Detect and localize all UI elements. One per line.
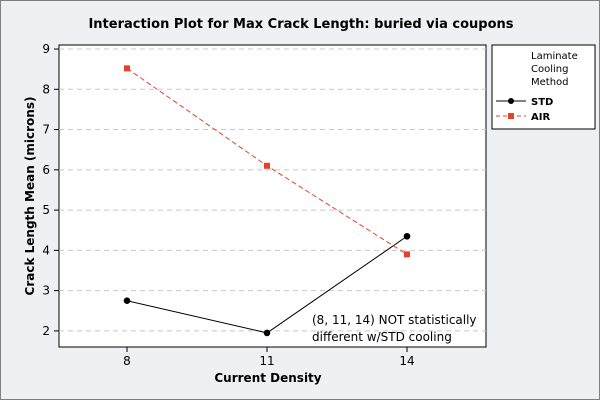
y-tick-label: 6 (42, 163, 50, 177)
y-tick-label: 4 (42, 243, 50, 257)
x-tick-label: 8 (123, 354, 131, 368)
y-axis-label: Crack Length Mean (microns) (23, 97, 37, 296)
x-tick-label: 14 (399, 354, 414, 368)
y-tick-label: 2 (42, 324, 50, 338)
y-tick-label: 3 (42, 284, 50, 298)
x-tick-label: 11 (259, 354, 274, 368)
data-point-std (263, 329, 271, 337)
legend: Laminate Cooling Method STD AIR (491, 44, 596, 130)
x-axis-ticks: 8 11 14 (123, 347, 415, 368)
chart-title: Interaction Plot for Max Crack Length: b… (88, 17, 513, 32)
series-std (123, 232, 411, 337)
annotation-line-2: different w/STD cooling (312, 330, 452, 344)
y-tick-label: 9 (42, 42, 50, 56)
data-point-air (124, 65, 130, 72)
x-axis-label: Current Density (214, 371, 321, 385)
data-point-air (264, 162, 270, 169)
legend-title-line-1: Laminate (531, 51, 578, 62)
series-layer (123, 65, 411, 337)
grid-lines (59, 48, 486, 332)
legend-title-line-2: Cooling (531, 64, 568, 75)
y-tick-label: 8 (42, 82, 50, 96)
y-tick-label: 5 (42, 203, 50, 217)
series-air (124, 65, 410, 258)
legend-title-line-3: Method (531, 77, 569, 88)
legend-air-marker (508, 113, 514, 119)
data-point-std (123, 297, 131, 304)
y-axis-ticks: 2 3 4 5 6 7 8 9 (42, 42, 59, 338)
y-tick-label: 7 (42, 123, 50, 137)
plot-area (58, 44, 487, 348)
annotation-line-1: (8, 11, 14) NOT statistically (312, 313, 477, 327)
data-point-air (404, 251, 410, 258)
legend-std-label: STD (531, 97, 553, 108)
data-point-std (403, 232, 411, 240)
annotation-note: (8, 11, 14) NOT statistically different … (312, 313, 477, 344)
legend-air-label: AIR (531, 112, 550, 123)
legend-std-marker (508, 98, 514, 104)
